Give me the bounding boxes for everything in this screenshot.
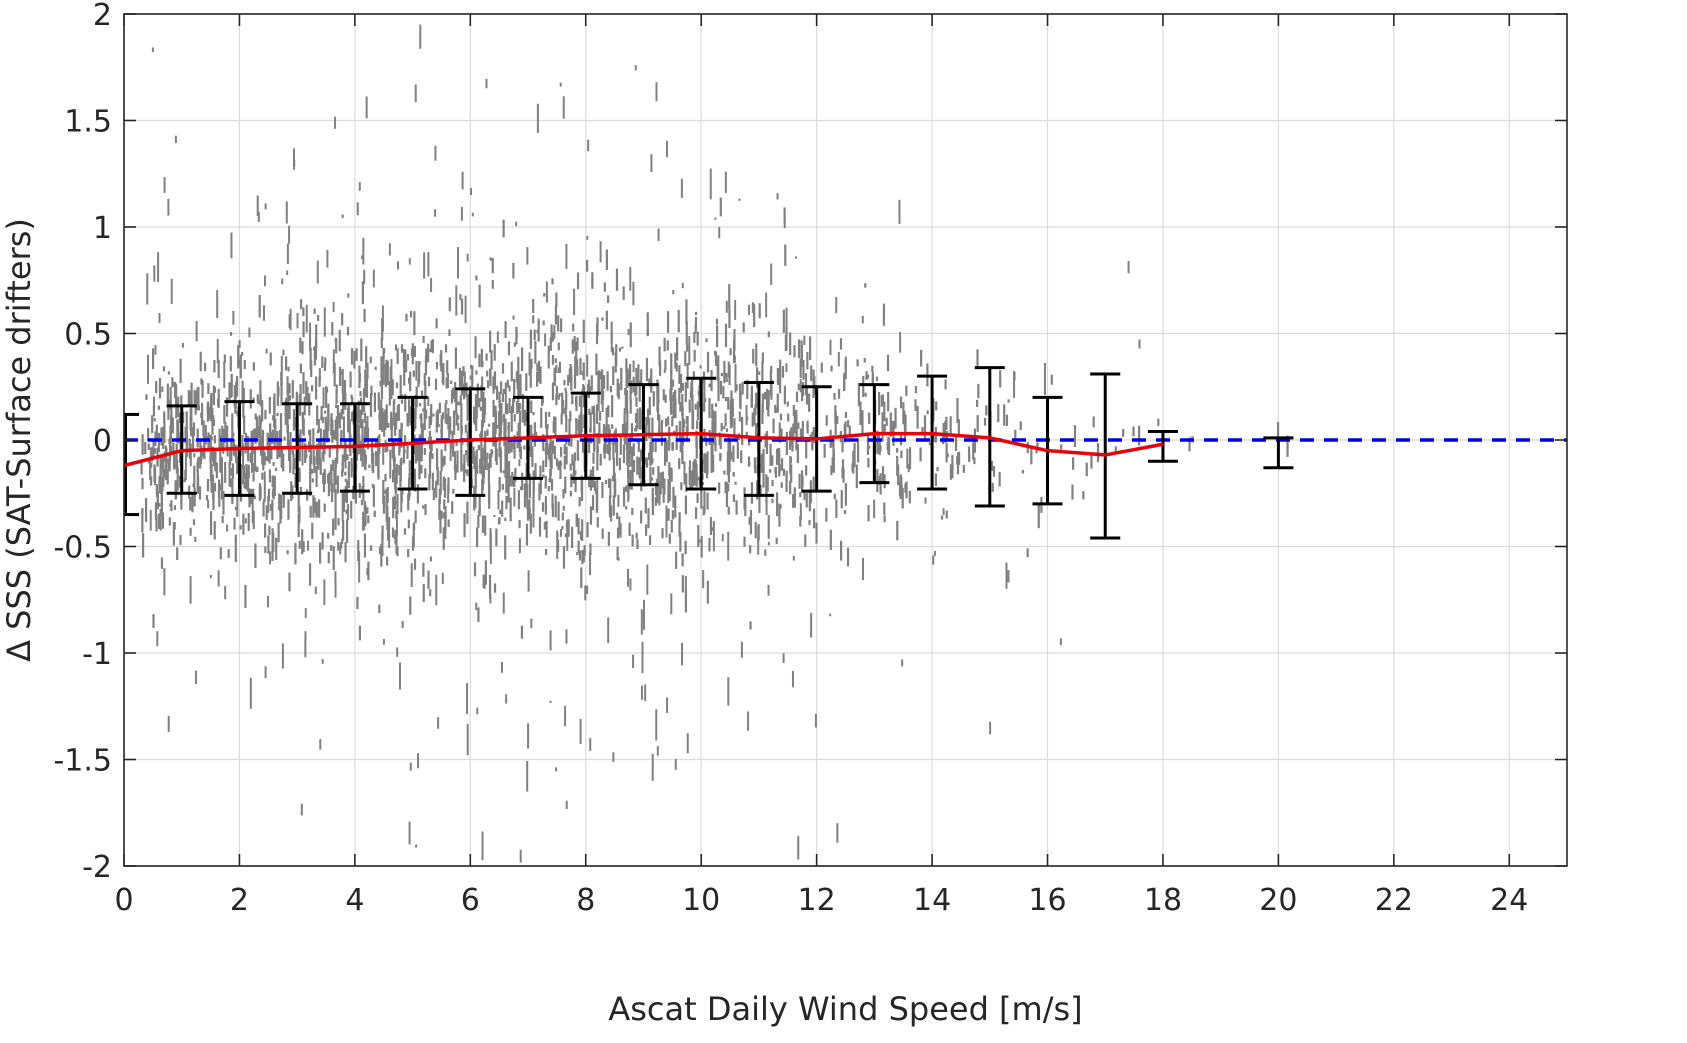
y-tick-label: -1.5 (53, 744, 112, 779)
x-tick-label: 10 (682, 883, 720, 918)
x-tick-label: 6 (461, 883, 480, 918)
y-tick-label: -1 (82, 637, 112, 672)
x-axis-label: Ascat Daily Wind Speed [m/s] (608, 990, 1082, 1028)
mean-line (123, 431, 1164, 468)
error-bar (1147, 429, 1178, 463)
error-bar (455, 387, 486, 497)
y-tick-labels: -2 -1.5 -1 -0.5 0 0.5 1 1.5 2 (53, 0, 112, 885)
x-tick-label: 20 (1259, 883, 1297, 918)
y-tick-label: 1.5 (64, 105, 112, 140)
x-tick-label: 0 (114, 883, 133, 918)
y-tick-label: 0 (93, 424, 112, 459)
x-tick-label: 24 (1490, 883, 1528, 918)
x-tick-labels: 0 2 4 6 8 10 12 14 16 18 20 22 24 (114, 883, 1528, 918)
error-bar (1263, 436, 1294, 470)
y-tick-label: -2 (82, 850, 112, 885)
y-tick-label: 2 (93, 0, 112, 33)
x-tick-label: 14 (913, 883, 951, 918)
axes-frame (123, 13, 1568, 867)
x-tick-label: 2 (230, 883, 249, 918)
x-tick-label: 16 (1028, 883, 1066, 918)
x-tick-label: 8 (576, 883, 595, 918)
x-tick-label: 18 (1144, 883, 1182, 918)
mean-line-path (123, 431, 1164, 468)
x-tick-label: 12 (798, 883, 836, 918)
x-tick-label: 4 (345, 883, 364, 918)
y-tick-label: 0.5 (64, 318, 112, 353)
y-tick-label: 1 (93, 211, 112, 246)
y-tick-label: -0.5 (53, 531, 112, 566)
y-axis-label: Δ SSS (SAT-Surface drifters) (0, 218, 38, 662)
scatter-points (140, 24, 1289, 863)
x-tick-label: 22 (1375, 883, 1413, 918)
